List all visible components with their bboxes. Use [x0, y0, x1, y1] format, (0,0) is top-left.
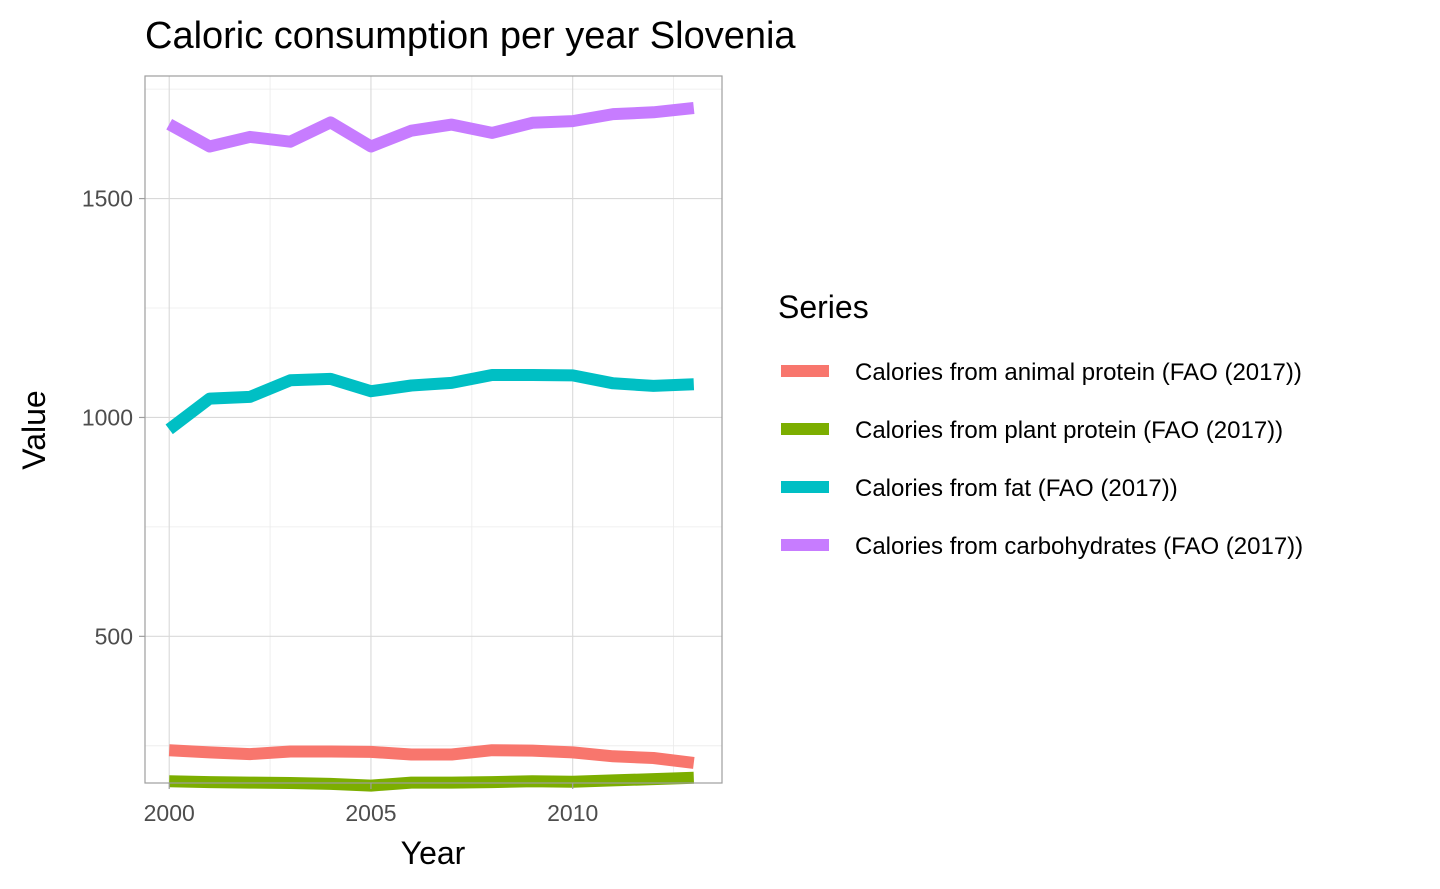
legend-label: Calories from fat (FAO (2017)) [855, 475, 1178, 502]
legend-title: Series [778, 289, 869, 325]
legend: Series Calories from animal protein (FAO… [778, 289, 1303, 560]
series-lines [165, 102, 695, 792]
legend-item: Calories from animal protein (FAO (2017)… [781, 359, 1302, 386]
series-line-2 [169, 771, 695, 792]
legend-item: Calories from fat (FAO (2017)) [781, 475, 1178, 502]
y-tick-label: 500 [95, 623, 133, 649]
chart-title: Caloric consumption per year Slovenia [145, 15, 796, 57]
x-axis-title: Year [401, 835, 466, 871]
series-line-4 [166, 102, 695, 153]
y-tick-label: 1500 [82, 186, 133, 212]
legend-label: Calories from plant protein (FAO (2017)) [855, 417, 1283, 444]
series-line-1 [168, 744, 695, 769]
plot-panel [144, 75, 723, 784]
x-tick-label: 2005 [345, 800, 396, 826]
axis-ticks: 2000 2005 2010 500 1000 1500 [82, 186, 598, 826]
legend-label: Calories from carbohydrates (FAO (2017)) [855, 533, 1303, 560]
y-axis-title: Value [16, 390, 52, 469]
grid-lines [145, 76, 722, 783]
legend-item: Calories from plant protein (FAO (2017)) [781, 417, 1283, 444]
x-tick-label: 2000 [144, 800, 195, 826]
legend-label: Calories from animal protein (FAO (2017)… [855, 359, 1302, 386]
x-tick-label: 2010 [547, 800, 598, 826]
y-tick-label: 1000 [82, 404, 133, 430]
series-line-3 [165, 369, 695, 435]
legend-item: Calories from carbohydrates (FAO (2017)) [781, 533, 1303, 560]
